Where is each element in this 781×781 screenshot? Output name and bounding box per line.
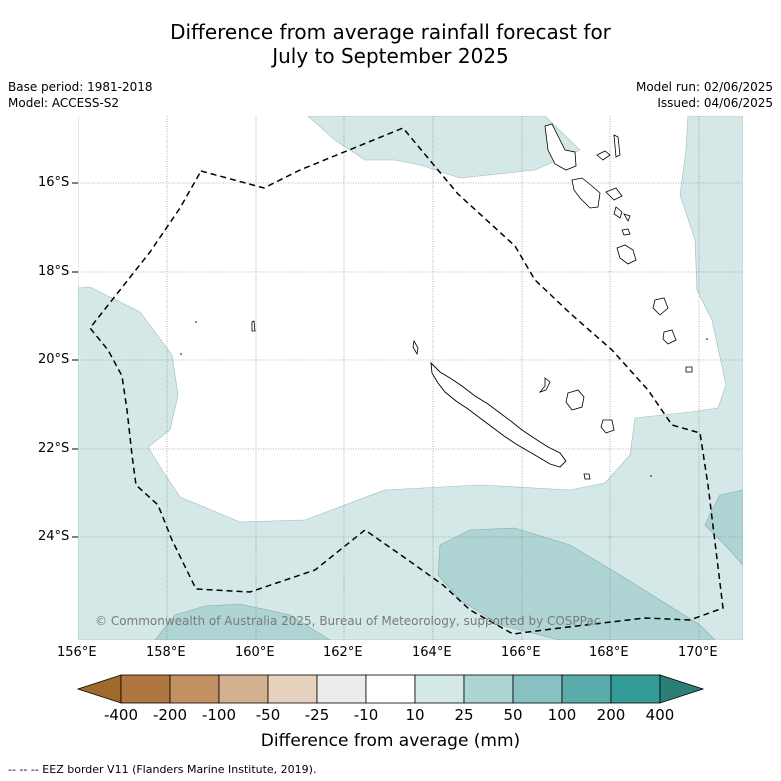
islet-d: [650, 475, 652, 477]
cbar-label-10: 200: [596, 706, 626, 724]
lon-label-156e: 156°E: [57, 645, 97, 660]
cbar-label-8: 50: [503, 706, 523, 724]
lat-label-18s: 18°S: [38, 264, 70, 279]
model-name: Model: ACCESS-S2: [8, 96, 120, 110]
cbar-label-11: 400: [645, 706, 675, 724]
cbar-label-2: -100: [201, 706, 237, 724]
copyright-notice: © Commonwealth of Australia 2025, Bureau…: [95, 614, 601, 628]
cbar-label-3: -50: [255, 706, 281, 724]
chesterfield-islets: [251, 320, 256, 332]
colorbar-title: Difference from average (mm): [260, 731, 521, 751]
lat-label-24s: 24°S: [38, 529, 70, 544]
cbar-seg-10: [561, 674, 612, 704]
lon-label-160e: 160°E: [235, 645, 275, 660]
cbar-seg-4: [267, 674, 318, 704]
rain-zone-25-50-east: [437, 527, 716, 640]
islet-a: [195, 321, 197, 323]
cbar-seg-11: [610, 674, 661, 704]
cbar-label-6: 10: [405, 706, 425, 724]
base-period: Base period: 1981-2018: [8, 80, 153, 94]
mare-island: [600, 419, 615, 434]
cbar-seg-3: [218, 674, 269, 704]
ouvea-island: [538, 377, 551, 393]
cbar-seg-6: [365, 674, 416, 704]
rain-zone-25-50-far-east: [704, 489, 743, 566]
lat-label-16s: 16°S: [38, 175, 70, 190]
lon-label-164e: 164°E: [412, 645, 452, 660]
islet-c: [706, 338, 708, 340]
meta-right: Model run: 02/06/2025 Issued: 04/06/2025: [636, 79, 773, 111]
map-title-line1: Difference from average rainfall forecas…: [170, 20, 611, 44]
lon-label-166e: 166°E: [501, 645, 541, 660]
issued-date: Issued: 04/06/2025: [657, 96, 773, 110]
lat-ticks: [72, 182, 78, 538]
colorbar: [76, 674, 705, 704]
vanuatu-islands: [544, 123, 693, 373]
cbar-seg-9: [512, 674, 563, 704]
rain-zone-25-50-south: [154, 603, 331, 640]
meta-left: Base period: 1981-2018 Model: ACCESS-S2: [8, 79, 153, 111]
cbar-seg-5: [316, 674, 367, 704]
model-run: Model run: 02/06/2025: [635, 80, 773, 94]
cbar-extend-low: [76, 674, 122, 704]
cbar-extend-high: [659, 674, 705, 704]
cbar-seg-8: [463, 674, 514, 704]
lat-label-22s: 22°S: [38, 441, 70, 456]
lifou-island: [565, 389, 585, 411]
cbar-seg-7: [414, 674, 465, 704]
cbar-seg-1: [120, 674, 171, 704]
belep-island: [412, 339, 419, 356]
gridlines: [78, 116, 743, 640]
islet-b: [180, 353, 182, 355]
eez-footer-note: -- -- -- EEZ border V11 (Flanders Marine…: [8, 763, 317, 776]
cbar-label-1: -200: [152, 706, 188, 724]
lon-label-162e: 162°E: [323, 645, 363, 660]
lon-label-158e: 158°E: [146, 645, 186, 660]
cbar-label-9: 100: [547, 706, 577, 724]
cbar-label-4: -25: [304, 706, 330, 724]
lat-label-20s: 20°S: [38, 352, 70, 367]
cbar-label-0: -400: [103, 706, 139, 724]
cbar-seg-2: [169, 674, 220, 704]
new-caledonia-outline: [430, 361, 567, 468]
map-area: [78, 116, 743, 640]
map-title-line2: July to September 2025: [272, 44, 509, 68]
cbar-label-7: 25: [454, 706, 474, 724]
lon-label-168e: 168°E: [589, 645, 629, 660]
lon-label-170e: 170°E: [678, 645, 718, 660]
isle-of-pines: [583, 473, 591, 480]
cbar-label-5: -10: [353, 706, 379, 724]
